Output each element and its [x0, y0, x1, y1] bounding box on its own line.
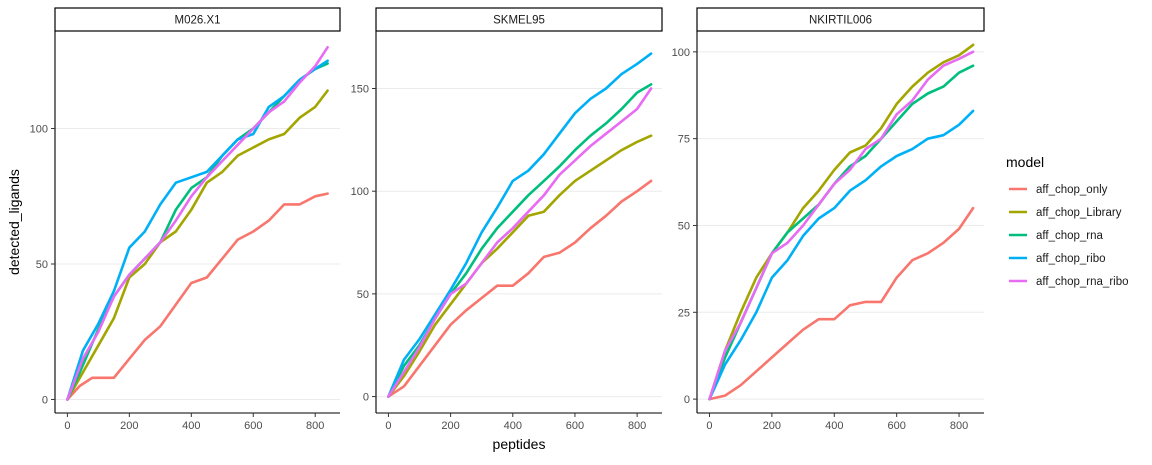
x-tick-label: 200: [763, 420, 781, 432]
panel-strip-label: NKIRTIL006: [809, 15, 872, 27]
series-line-aff-chop-rna: [387, 83, 653, 398]
series-line-aff-chop-only: [387, 179, 653, 398]
x-tick-label: 400: [504, 420, 522, 432]
panel-m026-x1: M026.X1 0 50 100 0 200 400 600 800: [30, 7, 341, 432]
series-line-aff-chop-ribo: [708, 109, 975, 401]
panel-strip: [696, 7, 985, 32]
y-tick-label: 100: [351, 186, 369, 198]
legend-label-aff-chop-Library: aff_chop_Library: [1036, 207, 1122, 219]
x-tick-label: 0: [706, 420, 712, 432]
legend: model aff_chop_only aff_chop_Library aff_ch…: [1006, 154, 1129, 288]
y-tick-label: 0: [42, 394, 48, 406]
y-tick-label: 25: [678, 307, 690, 319]
series-line-aff-chop-ribo: [66, 59, 329, 401]
panel-strip: [375, 7, 663, 32]
y-axis-title: detected_ligands: [6, 169, 22, 275]
series-line-aff-chop-rna-ribo: [66, 45, 329, 401]
y-tick-label: 0: [684, 394, 690, 406]
y-tick-label: 150: [351, 84, 369, 96]
panel-skmel95: SKMEL95 0 50 100 150 0 200 400 600 800: [351, 7, 663, 432]
legend-label-aff-chop-rna: aff_chop_rna: [1036, 230, 1104, 242]
x-tick-label: 800: [950, 420, 968, 432]
y-tick-label: 100: [672, 47, 690, 59]
x-tick-label: 200: [441, 420, 459, 432]
series-line-aff-chop-rna-ribo: [708, 50, 975, 401]
series-line-aff-chop-Library: [708, 43, 975, 401]
y-tick-label: 50: [357, 289, 369, 301]
panel-strip-label: SKMEL95: [493, 15, 545, 27]
y-tick-label: 50: [678, 220, 690, 232]
panel-strip-label: M026.X1: [174, 15, 220, 27]
x-tick-label: 0: [385, 420, 391, 432]
x-axis-title: peptides: [493, 436, 546, 452]
x-tick-label: 600: [244, 420, 262, 432]
x-tick-label: 400: [825, 420, 843, 432]
x-tick-label: 600: [887, 420, 905, 432]
y-tick-label: 50: [36, 259, 48, 271]
series-line-aff-chop-rna: [66, 62, 329, 401]
legend-label-aff-chop-ribo: aff_chop_ribo: [1036, 253, 1105, 265]
panel-nkirtil006: NKIRTIL006 0 25 50 75 100 0 200 400 600 800: [672, 7, 985, 432]
series-line-aff-chop-ribo: [387, 52, 653, 398]
series-line-aff-chop-rna: [708, 64, 975, 401]
x-tick-label: 800: [306, 420, 324, 432]
y-tick-label: 75: [678, 134, 690, 146]
series-line-aff-chop-Library: [387, 134, 653, 398]
series-line-aff-chop-only: [66, 192, 329, 401]
x-tick-label: 400: [182, 420, 200, 432]
x-tick-label: 800: [628, 420, 646, 432]
y-tick-label: 0: [363, 392, 369, 404]
x-tick-label: 200: [120, 420, 138, 432]
x-tick-label: 0: [64, 420, 70, 432]
panel-strip: [54, 7, 341, 32]
legend-title: model: [1006, 154, 1044, 170]
x-tick-label: 600: [566, 420, 584, 432]
legend-label-aff-chop-rna-ribo: aff_chop_rna_ribo: [1036, 276, 1129, 288]
legend-label-aff-chop-only: aff_chop_only: [1036, 184, 1108, 196]
series-line-aff-chop-only: [708, 206, 975, 401]
y-tick-label: 100: [30, 124, 48, 136]
series-line-aff-chop-rna-ribo: [387, 87, 653, 398]
series-line-aff-chop-Library: [66, 89, 329, 401]
